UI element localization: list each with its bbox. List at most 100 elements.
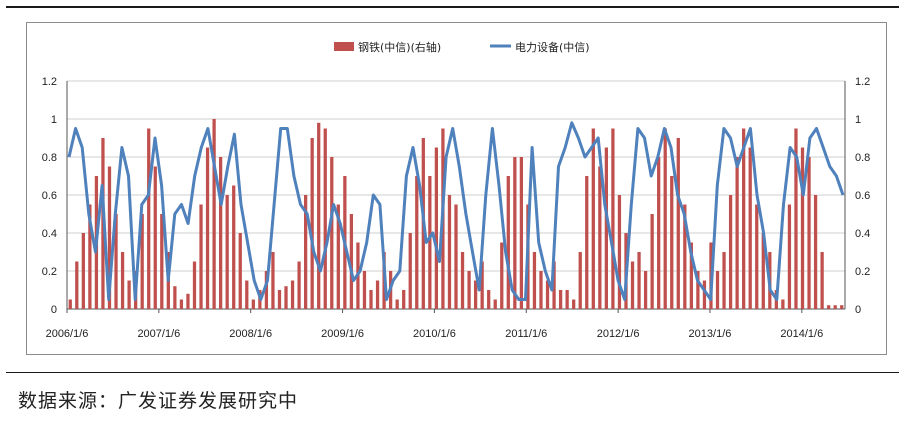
bar-steel [317,122,321,309]
bar-steel [245,280,249,309]
bar-steel [303,195,308,309]
bar-steel [271,252,275,309]
bar-steel [480,261,484,309]
bar-steel [428,176,432,309]
bar-steel [284,286,288,309]
x-tick-label: 2013/1/6 [689,328,732,340]
bar-steel [277,290,282,309]
bar-steel [251,299,255,309]
bar-steel [120,252,125,309]
bar-steel [153,166,157,309]
bar-steel [565,290,569,309]
bar-steel [415,176,419,309]
bar-steel [127,280,131,309]
source-note: 数据来源：广发证券发展研究中 [18,390,299,412]
bar-steel [114,214,118,309]
bar-steel [532,252,537,309]
bar-steel [722,252,726,309]
chart-frame: 钢铁(中信)(右轴) 电力设备(中信) 0 0 0.2 0.2 0.4 0.4 0.6 0.6… [26,22,887,355]
bar-steel [676,138,680,309]
y-right-tick-label: 0.4 [855,228,870,240]
bar-steel [297,261,301,309]
bar-steel [728,195,733,309]
bar-steel [434,147,439,309]
bar-steel [81,233,85,309]
x-tick-label: 2014/1/6 [780,328,823,340]
bar-steel [683,204,687,309]
bar-steel [107,166,112,309]
bar-steel [225,195,229,309]
bar-steel [205,147,210,309]
bar-steel [558,290,563,309]
bar-steel [761,233,765,309]
bar-steel [493,299,497,309]
bar-steel [781,299,785,309]
y-left-tick-label: 0.8 [42,152,57,164]
bar-steel [833,305,837,309]
bar-steel [657,157,661,309]
x-tick-label: 2012/1/6 [597,328,640,340]
bar-steel [670,176,674,309]
bar-steel [787,204,792,309]
bar-steel [702,280,707,309]
bar-steel [696,271,700,309]
y-left-tick-label: 0.2 [42,266,57,278]
bar-steel [212,119,216,309]
bar-steel [591,128,595,309]
bar-steel [75,261,79,309]
bar-steel [264,271,269,309]
bar-steel [519,157,524,309]
bar-steel [598,166,602,309]
bar-steel [742,128,746,309]
chart-svg: 钢铁(中信)(右轴) 电力设备(中信) 0 0 0.2 0.2 0.4 0.4 0.6 0.6… [42,40,871,340]
bar-steel [630,261,635,309]
bar-steel [192,261,197,309]
bar-steel [402,290,406,309]
axes: 0 0 0.2 0.2 0.4 0.4 0.6 0.6 0.8 0.8 1 1 1.2 1.2 2006/1… [42,76,871,340]
bar-steel [369,290,373,309]
bar-steel [643,271,648,309]
bar-steel [460,252,465,309]
bar-steel [689,242,693,309]
bar-steel [506,176,510,309]
top-rule [6,6,899,8]
bar-steel [467,271,471,309]
bottom-rule [6,372,899,373]
bar-steel [545,280,550,309]
bar-steel [807,157,811,309]
bar-steel [290,280,295,309]
bar-steel [173,286,177,309]
bar-steel [310,138,314,309]
bar-steel [186,293,190,309]
bar-steel [800,147,805,309]
x-tick-label: 2011/1/6 [505,328,547,340]
bar-steel [199,204,203,309]
bar-steel [715,271,720,309]
bar-steel [88,204,92,309]
bar-steel [140,214,144,309]
bar-steel [840,305,844,309]
y-right-tick-label: 0.2 [855,266,870,278]
bar-steel [820,252,824,309]
legend-label-steel: 钢铁(中信)(右轴) [358,40,441,54]
bar-steel [539,271,543,309]
bar-steel [238,233,242,309]
bar-steel [604,147,609,309]
y-left-tick-label: 0.4 [42,228,57,240]
y-right-tick-label: 1.2 [855,76,870,88]
bar-steel [179,299,184,309]
x-tick-label: 2007/1/6 [137,328,180,340]
bar-steel [408,233,412,309]
bar-steel [650,214,654,309]
bar-steel [330,157,334,309]
y-left-tick-label: 1.2 [42,76,57,88]
bar-steel [637,252,641,309]
bar-steel [578,252,582,309]
bar-steel [232,185,236,309]
bar-steel [572,299,576,309]
y-right-tick-label: 0.8 [855,152,870,164]
bar-steel [617,195,622,309]
x-tick-label: 2009/1/6 [321,328,364,340]
bar-steel [454,204,458,309]
bar-steel [219,157,223,309]
